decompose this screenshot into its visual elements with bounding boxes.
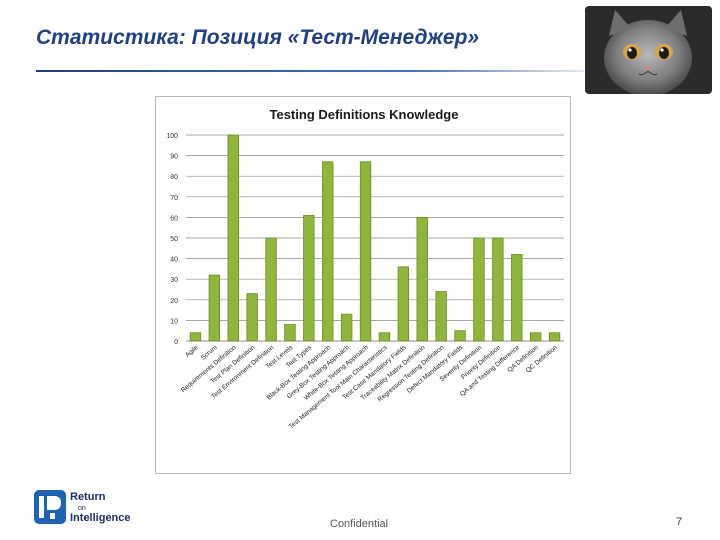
- bar: [303, 214, 315, 342]
- y-tick-label: 10: [170, 318, 178, 325]
- x-tick-label: Agile: [184, 344, 200, 359]
- sad-kitten-photo: [585, 6, 712, 94]
- bar: [208, 274, 221, 342]
- bar: [189, 332, 202, 342]
- slide-title: Статистика: Позиция «Тест-Менеджер»: [36, 26, 480, 49]
- bar: [473, 237, 485, 342]
- bar: [397, 266, 410, 342]
- y-tick-label: 90: [170, 154, 178, 161]
- y-tick-label: 80: [170, 174, 178, 181]
- y-tick-label: 40: [170, 257, 178, 264]
- bar: [454, 330, 466, 342]
- bar: [284, 324, 296, 342]
- logo-line-return: Return: [70, 491, 106, 503]
- bar: [492, 237, 504, 342]
- chart-title: Testing Definitions Knowledge: [270, 107, 459, 122]
- y-tick-label: 60: [170, 215, 178, 222]
- y-tick-label: 50: [170, 236, 178, 243]
- logo-line-on: on: [78, 505, 86, 512]
- y-tick-label: 30: [170, 277, 178, 284]
- bar: [322, 161, 334, 342]
- bar: [435, 291, 447, 342]
- bar: [246, 293, 258, 342]
- confidential-label: Confidential: [330, 518, 389, 530]
- bar: [511, 254, 523, 342]
- bar: [416, 217, 428, 342]
- logo-line-intelligence: Intelligence: [70, 512, 131, 524]
- chart-frame: Testing Definitions Knowledge 0 10 20 30 40 5…: [155, 96, 571, 474]
- bar: [529, 332, 542, 342]
- return-on-intelligence-logo-icon: [34, 490, 66, 524]
- y-tick-label: 20: [170, 298, 178, 305]
- bar: [227, 134, 239, 342]
- bar: [378, 332, 391, 342]
- y-tick-label: 70: [170, 195, 178, 202]
- bar: [265, 237, 277, 342]
- title-divider: [36, 70, 584, 72]
- bar-chart: Testing Definitions Knowledge 0 10 20 30 40 5…: [166, 107, 564, 431]
- bar: [340, 313, 353, 342]
- y-tick-label: 100: [166, 133, 178, 140]
- bar: [548, 332, 561, 342]
- page-number: 7: [676, 516, 683, 528]
- company-logo: Return on Intelligence: [34, 490, 154, 530]
- y-tick-label: 0: [174, 339, 178, 346]
- bar: [359, 161, 372, 342]
